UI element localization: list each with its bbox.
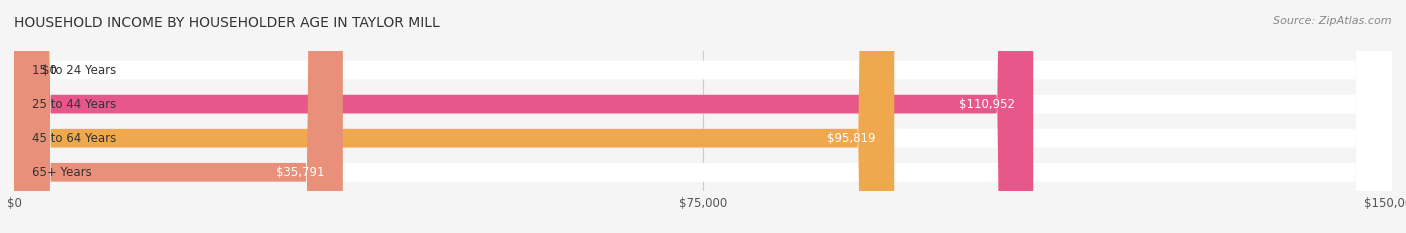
Text: 25 to 44 Years: 25 to 44 Years <box>32 98 117 111</box>
FancyBboxPatch shape <box>14 0 1392 233</box>
FancyBboxPatch shape <box>14 0 343 233</box>
FancyBboxPatch shape <box>14 0 894 233</box>
Text: 45 to 64 Years: 45 to 64 Years <box>32 132 117 145</box>
Text: 65+ Years: 65+ Years <box>32 166 93 179</box>
Text: $95,819: $95,819 <box>827 132 876 145</box>
Text: HOUSEHOLD INCOME BY HOUSEHOLDER AGE IN TAYLOR MILL: HOUSEHOLD INCOME BY HOUSEHOLDER AGE IN T… <box>14 16 440 30</box>
FancyBboxPatch shape <box>14 0 1033 233</box>
Text: Source: ZipAtlas.com: Source: ZipAtlas.com <box>1274 16 1392 26</box>
FancyBboxPatch shape <box>14 0 1392 233</box>
FancyBboxPatch shape <box>14 0 1392 233</box>
Text: $35,791: $35,791 <box>276 166 325 179</box>
Text: 15 to 24 Years: 15 to 24 Years <box>32 64 117 76</box>
Text: $0: $0 <box>42 64 56 76</box>
Text: $110,952: $110,952 <box>959 98 1015 111</box>
FancyBboxPatch shape <box>14 0 1392 233</box>
